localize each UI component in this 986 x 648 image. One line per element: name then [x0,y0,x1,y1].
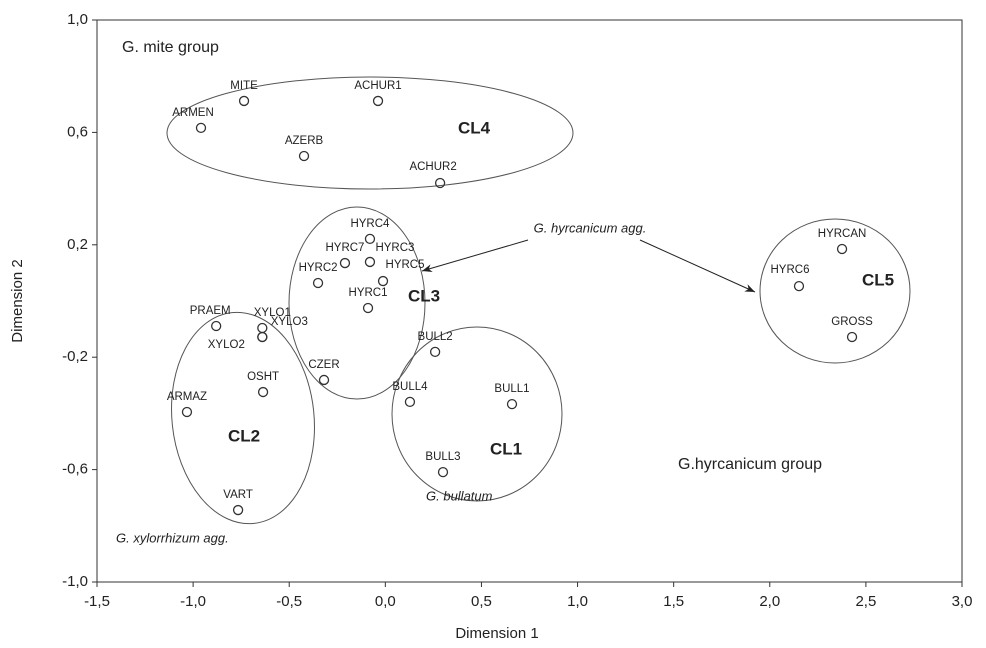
point-label: HYRC7 [325,242,364,254]
annotation: CL5 [862,270,894,289]
point-label: VART [223,489,253,501]
cluster-ellipse [759,218,911,364]
point [372,95,384,107]
point-label: ARMEN [172,107,214,119]
point-label: HYRCAN [818,228,867,240]
x-tick-label: 0,0 [375,593,396,610]
point-label: GROSS [831,316,873,328]
point-label: XYLO1 [254,307,291,319]
point-label: BULL3 [425,451,460,463]
point [364,256,376,268]
x-tick-label: 2,5 [855,593,876,610]
point [318,374,330,386]
point-label: BULL2 [418,331,453,343]
x-tick-label: 1,5 [663,593,684,610]
point [312,277,324,289]
point-label: XYLO2 [208,339,245,351]
point [364,233,376,245]
y-tick-label: -0,2 [62,348,88,365]
point-label: PRAEM [190,305,231,317]
point [429,346,441,358]
cluster-ellipse [166,76,574,190]
x-tick-label: 3,0 [952,593,973,610]
annotation: CL1 [490,439,522,458]
point [836,243,848,255]
point [257,322,268,334]
point [339,257,351,269]
point-label: HYRC5 [386,259,425,271]
point [506,398,518,410]
point [232,504,244,516]
point [846,331,858,343]
point-label: CZER [308,359,339,371]
point [195,122,207,134]
y-tick-label: -0,6 [62,461,88,478]
point [211,320,222,332]
cluster-ellipse [171,311,315,525]
annotation: G. bullatum [426,488,493,503]
y-tick-label: -1,0 [62,573,88,590]
x-tick-label: 1,0 [567,593,588,610]
point-label: HYRC2 [299,262,338,274]
y-tick-label: 1,0 [67,11,88,28]
point-label: HYRC4 [350,218,390,230]
point [793,280,805,292]
x-axis-label: Dimension 1 [455,625,538,642]
point [257,386,269,398]
point [404,396,416,408]
annotation: CL3 [408,286,440,305]
point-label: ACHUR2 [409,161,456,173]
x-tick-label: -1,5 [84,593,110,610]
x-tick-label: -1,0 [180,593,206,610]
point [434,177,446,189]
point-label: HYRC6 [771,264,810,276]
point-label: HYRC3 [375,242,414,254]
cluster-ellipse [391,326,563,502]
point-label: BULL1 [494,383,529,395]
plot-frame [96,19,963,583]
cluster-ellipse [288,206,426,400]
point [238,95,250,107]
annotation: G. mite group [122,39,219,56]
x-tick-label: 2,0 [759,593,780,610]
annotation: CL2 [228,426,260,445]
point-label: HYRC1 [349,287,388,299]
point-label: OSHT [247,371,279,383]
point [362,302,374,314]
annotation: G. xylorrhizum agg. [116,530,229,545]
point-label: ACHUR1 [354,80,401,92]
annotation: G.hyrcanicum group [678,456,822,473]
y-tick-label: 0,6 [67,123,88,140]
arrow [421,239,529,273]
point-label: ARMAZ [167,391,207,403]
point-label: AZERB [285,135,324,147]
x-tick-label: 0,5 [471,593,492,610]
x-tick-label: -0,5 [276,593,302,610]
y-axis-label: Dimension 2 [9,259,26,342]
point [377,275,389,287]
point [257,331,268,343]
point [437,466,449,478]
point-label: XYLO3 [271,316,308,328]
annotation: CL4 [458,118,491,137]
point-label: MITE [230,80,258,92]
point [298,150,310,162]
y-tick-label: 0,2 [67,236,88,253]
point-label: BULL4 [392,381,428,393]
arrow [639,239,756,293]
annotation: G. hyrcanicum agg. [534,220,647,235]
point [181,406,193,418]
